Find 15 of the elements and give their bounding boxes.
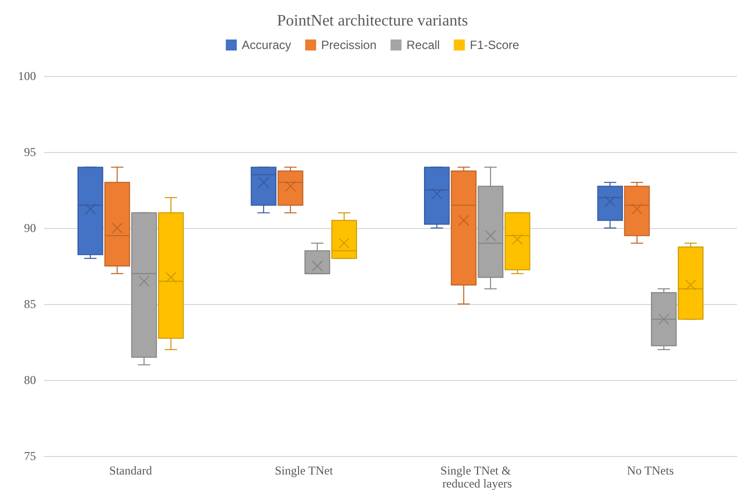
y-tick-label: 90 xyxy=(24,221,36,235)
y-tick-label: 100 xyxy=(18,69,36,83)
x-tick-label: Single TNet xyxy=(274,464,334,478)
legend-label: Accuracy xyxy=(242,38,292,52)
y-tick-label: 75 xyxy=(24,449,36,463)
chart-title: PointNet architecture variants xyxy=(276,12,468,30)
x-tick-label: Single TNet & reduced layers xyxy=(440,464,514,490)
legend-label: F1-Score xyxy=(470,38,520,52)
legend-label: Recall xyxy=(406,38,440,52)
x-tick-label: Standard xyxy=(109,464,152,478)
y-tick-label: 95 xyxy=(24,145,36,159)
y-tick-label: 80 xyxy=(24,373,36,387)
legend-label: Precission xyxy=(321,38,377,52)
x-tick-label: No TNets xyxy=(626,464,674,478)
y-tick-label: 85 xyxy=(24,297,36,311)
